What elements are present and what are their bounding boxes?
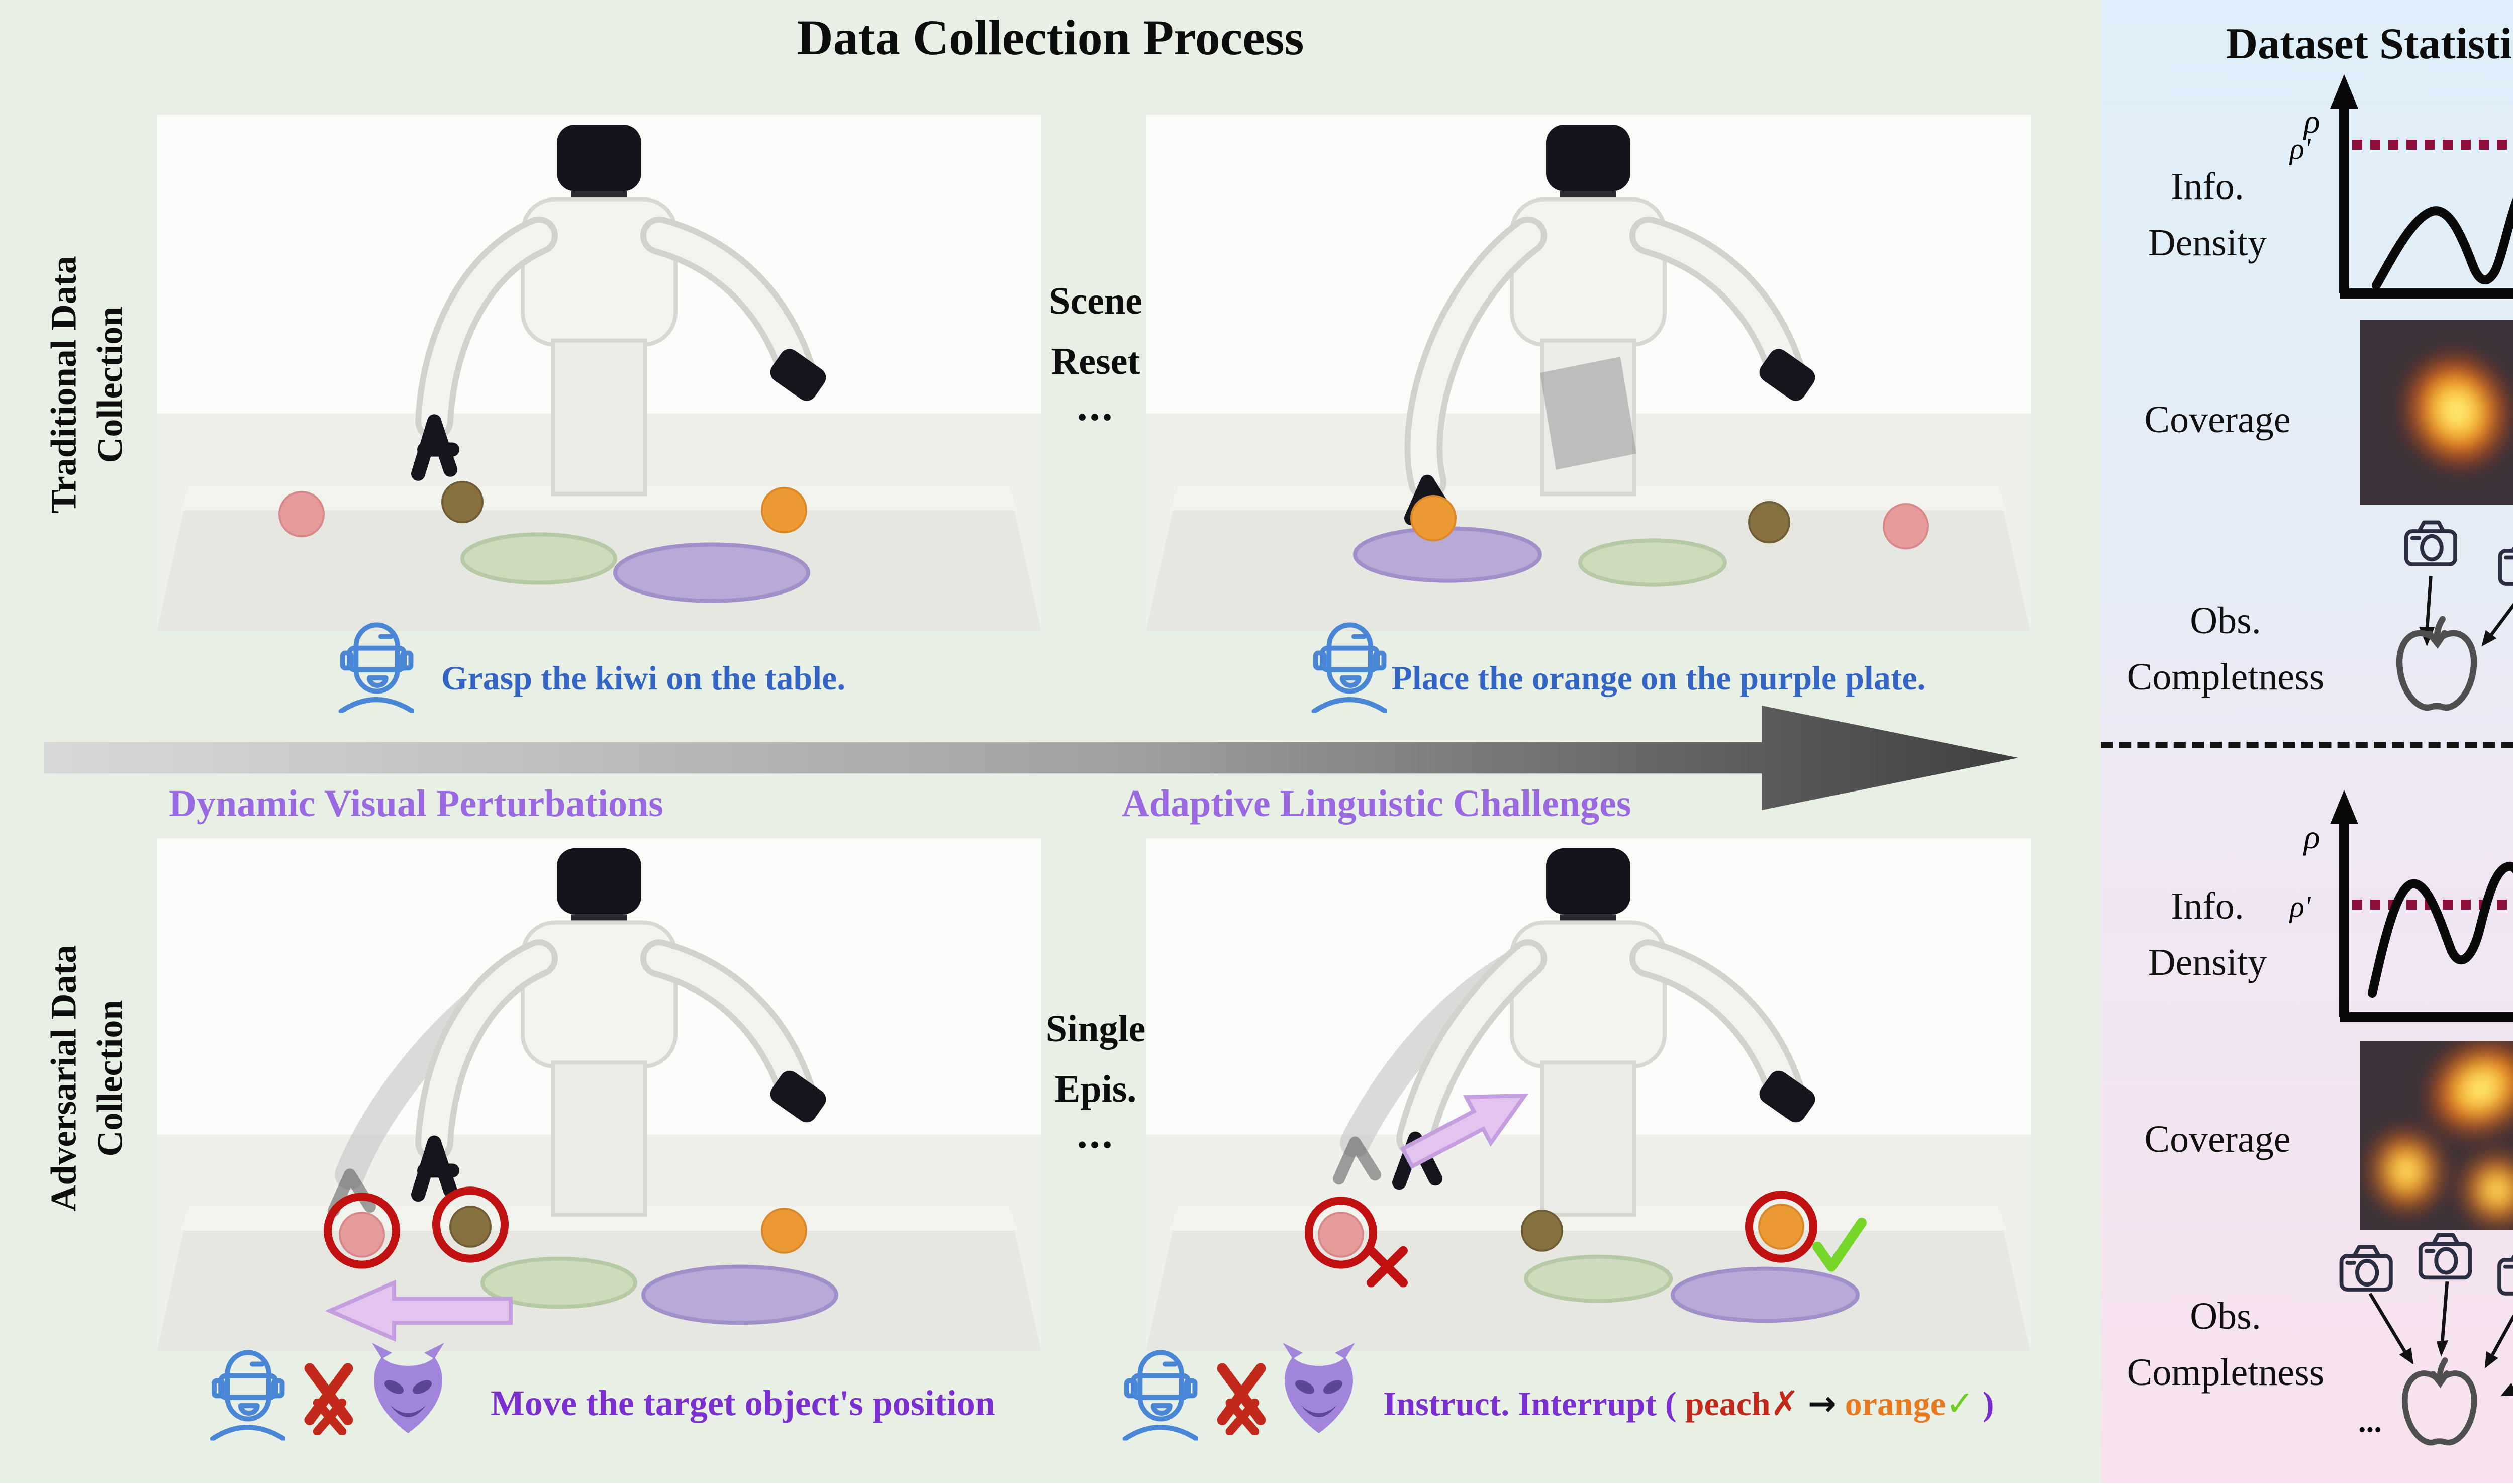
orange <box>761 486 807 534</box>
red-circle-annotation <box>432 1186 509 1263</box>
panel-data-collection: Data Collection Process Traditional Data… <box>0 0 2101 1484</box>
single-epis-line2: Epis. <box>1054 1070 1137 1113</box>
interrupt-wrong-object: peach <box>1685 1385 1771 1423</box>
y-axis-label: ρ <box>2303 818 2321 856</box>
peach <box>1883 503 1929 550</box>
density-curve <box>2372 197 2513 290</box>
coverage-heatmap-traditional <box>2360 320 2513 505</box>
peach <box>1318 1212 1364 1258</box>
red-crossout-icon <box>302 1359 356 1435</box>
label-dynamic-visual-perturbations: Dynamic Visual Perturbations <box>169 784 663 826</box>
green-plate <box>1578 538 1727 587</box>
robot-figure <box>1404 125 1815 526</box>
label-adaptive-linguistic-challenges: Adaptive Linguistic Challenges <box>1122 784 1631 826</box>
obs-completeness-label-top: Obs. Completness <box>2127 601 2325 699</box>
pink-move-arrow <box>325 1279 513 1342</box>
green-plate <box>480 1256 637 1309</box>
middle-panel-title: Dataset Statistics <box>2226 18 2513 68</box>
more-cameras-dots: ... <box>2358 1404 2382 1439</box>
vr-operator-icon <box>1122 1347 1198 1441</box>
left-panel-title: Data Collection Process <box>797 12 1304 66</box>
purple-plate <box>641 1264 838 1325</box>
purple-plate <box>1671 1266 1860 1323</box>
row-label-adversarial: Adversarial Data Collection <box>43 945 131 1212</box>
scene-reset-line2: Reset <box>1051 342 1140 385</box>
devil-emoji-icon <box>1275 1343 1363 1439</box>
orange <box>1758 1204 1804 1250</box>
apple-outline-icon <box>2399 619 2474 708</box>
robot-figure <box>328 848 826 1217</box>
interrupt-label: Instruct. Interrupt <box>1383 1385 1657 1423</box>
arrow-glyph: → <box>1807 1385 1837 1425</box>
coverage-heatmap-adversarial <box>2360 1041 2513 1230</box>
green-check-mark <box>1812 1218 1867 1272</box>
red-circle-annotation <box>1305 1197 1377 1269</box>
y-axis-label: ρ <box>2303 102 2321 140</box>
interrupt-paren-close: ) <box>1982 1385 1994 1423</box>
photo-traditional-place <box>1146 115 2031 631</box>
camera-icon <box>2500 542 2513 584</box>
red-x-mark <box>1367 1246 1408 1288</box>
threshold-label: ρ' <box>2289 132 2311 165</box>
pink-move-arrow <box>1400 1093 1529 1169</box>
single-epis-dots: ... <box>1077 1109 1115 1158</box>
info-density-plot-traditional: ρ ρ' t <box>2289 74 2513 299</box>
single-epis-line1: Single <box>1045 1009 1146 1051</box>
info-density-plot-adversarial: ρ ρ' t <box>2289 790 2513 1022</box>
scene-reset-dots: ... <box>1077 381 1115 430</box>
adversarial-caption-interrupt: Instruct. Interrupt ( peach✗ → orange✓ ) <box>1383 1385 1994 1425</box>
scene-reset-line1: Scene <box>1049 281 1142 324</box>
red-circle-annotation <box>324 1193 400 1269</box>
kiwi <box>441 480 484 524</box>
interrupt-new-object: orange <box>1845 1385 1946 1423</box>
info-density-label-bottom: Info. Density <box>2148 886 2267 984</box>
coverage-label-top: Coverage <box>2144 400 2291 442</box>
purple-plate <box>613 542 810 603</box>
green-plate <box>1524 1254 1673 1303</box>
green-check-glyph: ✓ <box>1945 1385 1974 1425</box>
red-crossout-icon <box>1214 1359 1269 1435</box>
red-x-glyph: ✗ <box>1770 1385 1799 1425</box>
density-curve <box>2368 862 2513 998</box>
vr-operator-icon <box>209 1347 285 1441</box>
camera-icon <box>2342 1247 2391 1290</box>
coverage-label-bottom: Coverage <box>2144 1120 2291 1162</box>
peach <box>278 490 325 538</box>
red-circle-annotation <box>1745 1191 1817 1263</box>
single-episode-label: Single Epis. ... <box>1029 1001 1162 1158</box>
kiwi <box>1748 501 1790 544</box>
threshold-label: ρ' <box>2289 890 2311 923</box>
scene-reset-label: Scene Reset ... <box>1029 273 1162 430</box>
photo-traditional-grasp <box>157 115 1041 631</box>
info-density-label-top: Info. Density <box>2148 167 2267 265</box>
interrupt-paren-open: ( <box>1665 1385 1677 1423</box>
devil-emoji-icon <box>364 1343 452 1439</box>
camera-icon <box>2406 523 2455 565</box>
photo-adversarial-linguistic <box>1146 838 2031 1351</box>
orange-in-gripper <box>1410 494 1457 542</box>
apple-outline-icon <box>2405 1360 2474 1443</box>
adversarial-caption-move: Move the target object's position <box>491 1383 995 1423</box>
vr-operator-icon <box>1311 619 1387 714</box>
obs-completeness-diagram-traditional <box>2302 515 2513 720</box>
robot-figure <box>411 125 826 496</box>
instruction-caption-place: Place the orange on the purple plate. <box>1391 659 1926 698</box>
peach <box>339 1212 385 1258</box>
green-plate <box>460 532 617 585</box>
section-divider-dashed <box>2101 742 2513 748</box>
instruction-caption-grasp: Grasp the kiwi on the table. <box>441 659 846 698</box>
camera-icon <box>2421 1235 2470 1278</box>
kiwi <box>449 1206 492 1248</box>
orange <box>761 1208 807 1254</box>
kiwi <box>1521 1210 1563 1252</box>
camera-icon <box>2499 1251 2513 1294</box>
row-label-traditional: Traditional Data Collection <box>43 256 131 514</box>
photo-adversarial-visual <box>157 838 1041 1351</box>
obs-completeness-label-bottom: Obs. Completness <box>2127 1297 2325 1395</box>
obs-completeness-diagram-adversarial: ... <box>2294 1230 2513 1463</box>
robot-figure <box>1333 848 1815 1217</box>
